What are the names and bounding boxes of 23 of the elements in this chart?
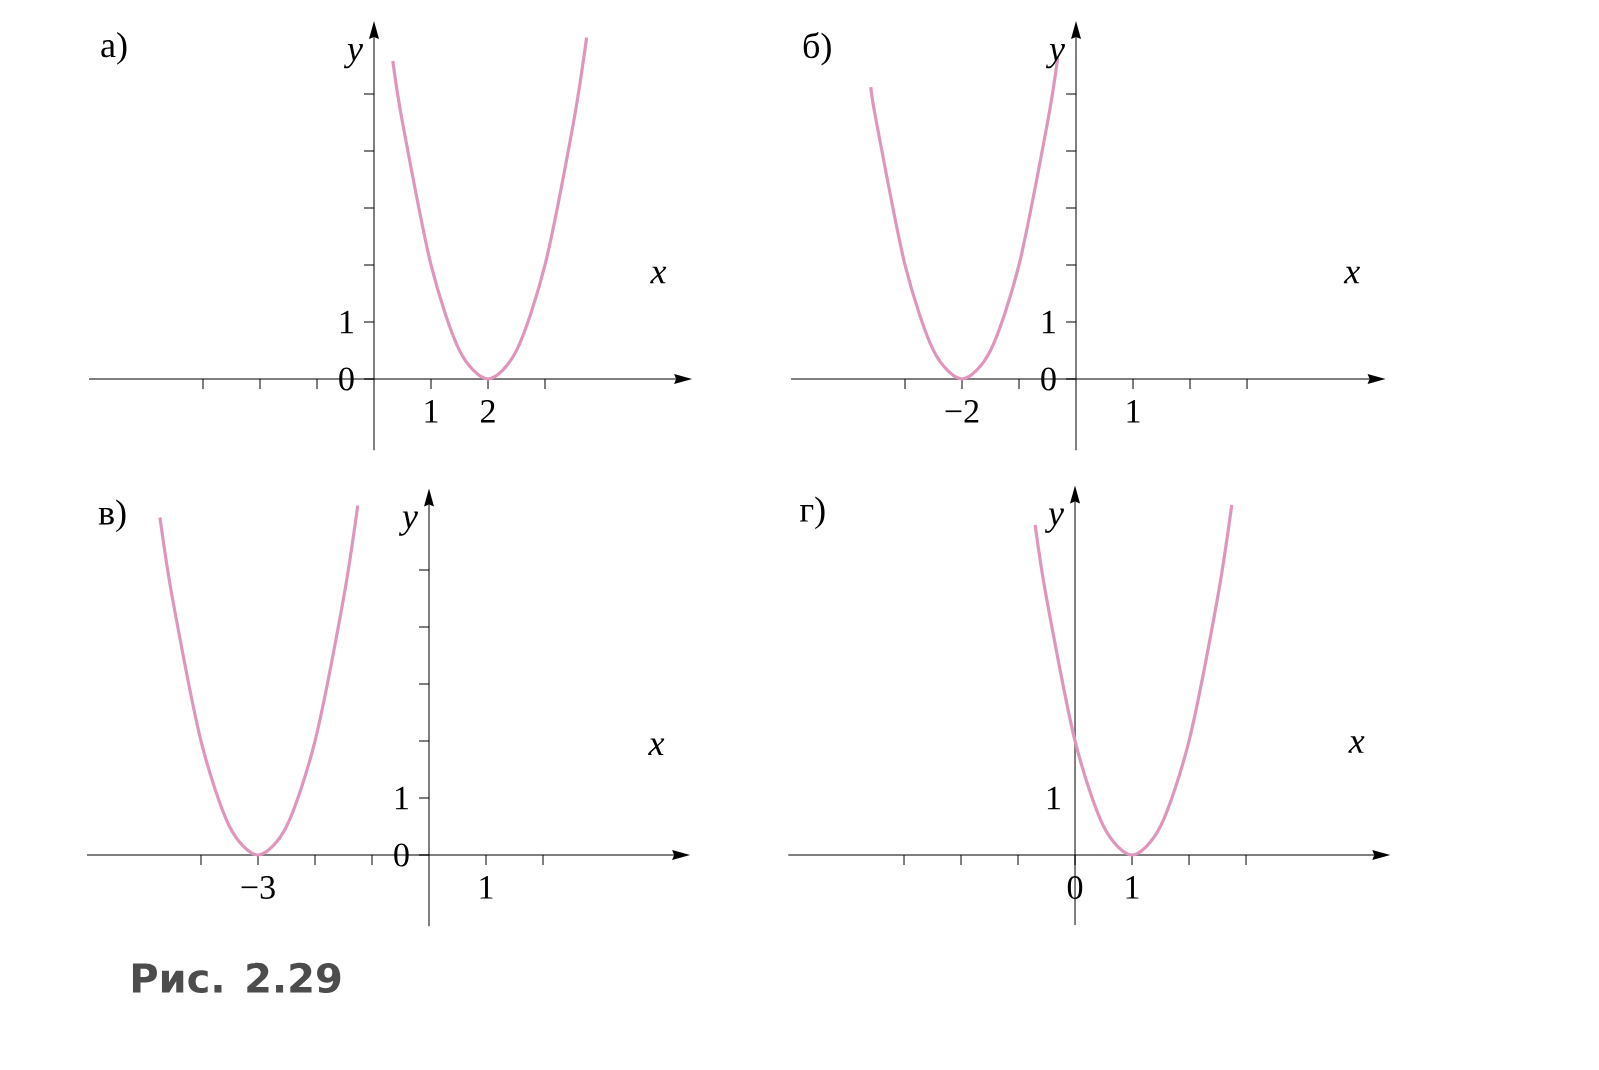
y-axis-title: y: [1045, 44, 1065, 69]
x-tick-label: 1: [1127, 400, 1140, 423]
chart-title: б): [803, 32, 831, 66]
x-tick-label: 1: [480, 876, 493, 899]
x-axis-title: x: [648, 738, 665, 755]
x-tick-label: 1: [1126, 876, 1139, 899]
line-series: [391, 35, 589, 381]
x-tick-label: −3: [241, 876, 275, 899]
chart-title: г): [800, 496, 825, 530]
x-tick-label: 2: [481, 400, 495, 423]
x-axis-title: x: [1348, 736, 1365, 753]
x-tick-label: 0: [1067, 876, 1083, 900]
chart-title: а): [101, 32, 127, 65]
chart-title: в): [98, 499, 126, 533]
text: Рис. 2.29: [132, 962, 341, 994]
x-axis-title: x: [1343, 266, 1360, 284]
y-axis-title: y: [343, 44, 363, 69]
x-tick-label: 1: [425, 400, 438, 423]
line-series: [158, 503, 360, 857]
y-axis-title: y: [398, 511, 418, 536]
x-tick-label: −2: [945, 400, 979, 423]
y-axis-title: y: [1044, 508, 1064, 533]
x-axis-title: x: [650, 266, 667, 284]
